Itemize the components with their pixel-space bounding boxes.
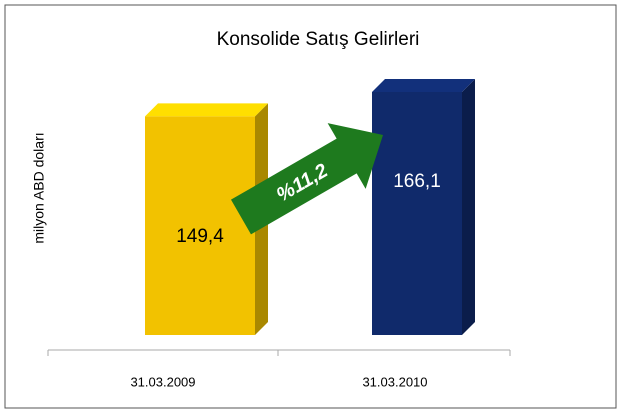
x-tick-label: 31.03.2009 (130, 374, 195, 389)
y-axis-label: milyon ABD doları (31, 132, 47, 243)
data-label: 149,4 (176, 226, 224, 247)
frame (4, 4, 617, 409)
bar (372, 92, 462, 335)
bar (145, 116, 255, 335)
bar-top (145, 103, 268, 117)
data-label: 166,1 (393, 171, 441, 192)
arrow-shape (230, 123, 384, 235)
chart-title: Konsolide Satış Gelirleri (217, 29, 420, 50)
bar-side (462, 79, 475, 335)
x-tick-label: 31.03.2010 (362, 374, 427, 389)
bar-top (372, 79, 475, 92)
